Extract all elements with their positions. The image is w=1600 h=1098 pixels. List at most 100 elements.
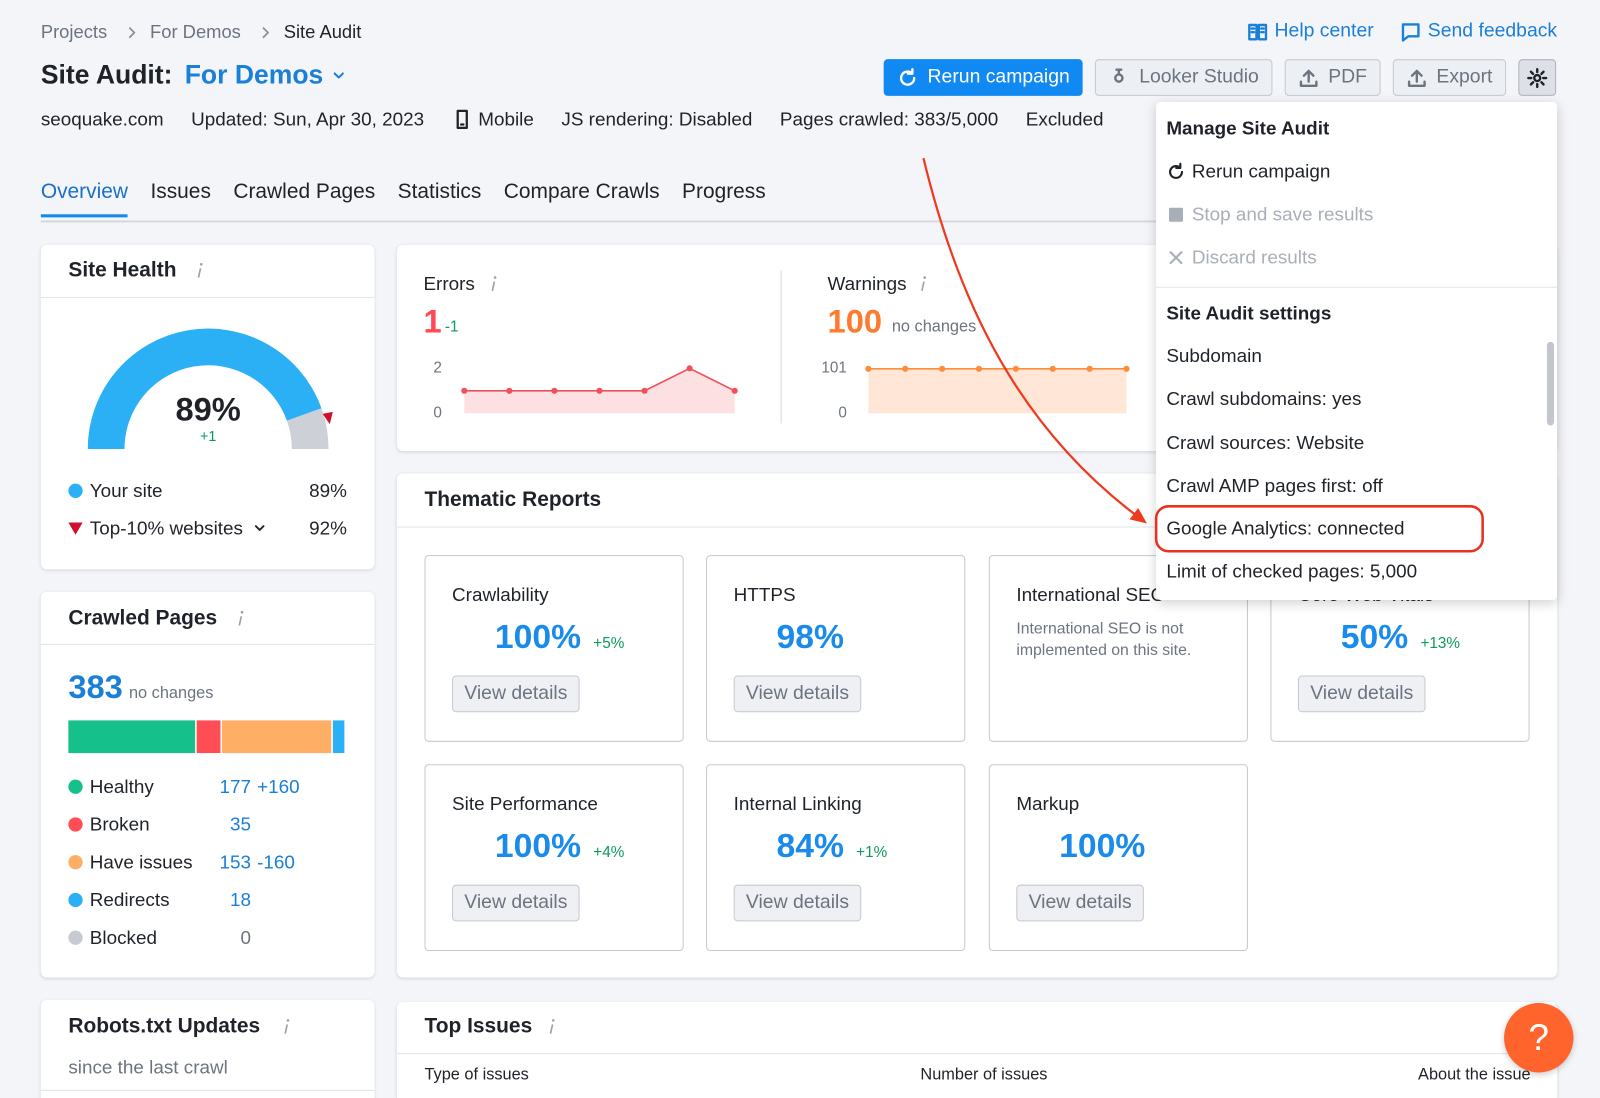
tab[interactable]: Overview (40, 180, 128, 218)
icon (899, 67, 916, 86)
breadcrumb-separator (262, 26, 269, 38)
dropdown-item[interactable]: Limit of checked pages: 5,000 (1166, 560, 1418, 583)
breadcrumb[interactable]: For Demos (150, 21, 241, 42)
header-link[interactable]: Send feedback (1400, 20, 1557, 42)
row-delta: +160 (257, 775, 300, 797)
card-title: Thematic Reports (424, 487, 602, 511)
report-value: 50% (1340, 617, 1409, 656)
tab[interactable]: Compare Crawls (503, 179, 660, 204)
toolbar: Rerun campaign Looker Studio PDF Export (883, 59, 1556, 96)
project-name: For Demos (184, 59, 324, 90)
meta-text: JS rendering: Disabled (561, 108, 753, 130)
icon-shape (1526, 67, 1547, 88)
meta-item: seoquake.com (41, 108, 164, 130)
toolbar-button[interactable]: Looker Studio (1095, 59, 1273, 96)
report-score: 50% +13% (1341, 617, 1460, 656)
dropdown-item[interactable]: Crawl subdomains: yes (1166, 388, 1362, 410)
total-pages: 383 no changes (68, 668, 213, 706)
view-details-button[interactable]: View details (733, 675, 862, 713)
dropdown-item: Stop and save results (1166, 203, 1373, 225)
view-details-button[interactable]: View details (452, 884, 580, 922)
settings-button[interactable] (1517, 59, 1556, 96)
view-details-button[interactable]: View details (733, 884, 862, 922)
toolbar-button[interactable]: PDF (1284, 59, 1381, 96)
metric-delta: no changes (891, 317, 977, 336)
tabs: Overview Issues Crawled Pages Statistics Com… (40, 179, 766, 218)
y-tick-label: 0 (433, 404, 442, 422)
chevron-shape (333, 71, 344, 79)
chevron (333, 71, 344, 79)
header-link[interactable]: Help center (1247, 20, 1374, 42)
breadcrumb[interactable]: Projects (40, 21, 108, 42)
top-issues-card (396, 1002, 1558, 1098)
row-label: Broken (89, 813, 150, 835)
report-title: HTTPS (733, 583, 796, 606)
dropdown-item[interactable]: Rerun campaign (1166, 160, 1330, 182)
report-score: 100% (1059, 827, 1145, 866)
y-tick-label: 2 (433, 359, 442, 377)
item-label: Discard results (1191, 245, 1317, 268)
project-selector[interactable]: For Demos (185, 59, 348, 91)
tab[interactable]: Issues (150, 179, 211, 204)
help-button[interactable]: ? (1504, 1003, 1574, 1073)
metric-title: Errors (423, 272, 475, 294)
meta-text: Pages crawled: 383/5,000 (779, 108, 999, 130)
dropdown-item[interactable]: Crawl AMP pages first: off (1166, 474, 1383, 496)
legend-label: Top-10% websites (90, 516, 269, 541)
icon-shape (1248, 23, 1268, 40)
toolbar-button[interactable]: Rerun campaign (883, 59, 1084, 96)
total-delta: no changes (128, 684, 214, 703)
item-icon-shape (1169, 250, 1183, 264)
dropdown-item[interactable]: Google Analytics: connected (1166, 517, 1405, 539)
tab[interactable]: Crawled Pages (233, 179, 376, 204)
view-details-button[interactable]: View details (1297, 675, 1426, 713)
icon-shape (1299, 69, 1318, 87)
icon (1526, 67, 1547, 88)
button-label: PDF (1328, 66, 1368, 88)
legend-label: Your site (89, 479, 163, 501)
icon (1114, 68, 1125, 83)
toolbar-button[interactable]: Export (1392, 59, 1506, 96)
report-title: Crawlability (452, 583, 549, 606)
tab[interactable]: Progress (682, 179, 766, 204)
breadcrumb-separator-shape (128, 26, 136, 38)
legend-value: 92% (309, 517, 347, 539)
row-value: 0 (240, 926, 252, 948)
item-label: Rerun campaign (1191, 160, 1331, 182)
metric-title: Warnings (827, 272, 907, 294)
icon-shape (1402, 22, 1420, 42)
tab[interactable]: Statistics (397, 179, 482, 204)
dropdown-divider (1156, 286, 1558, 288)
report-delta: +5% (593, 634, 625, 653)
icon-shape (456, 109, 468, 130)
column-header: Type of issues (424, 1065, 529, 1084)
y-tick-label: 0 (838, 404, 847, 422)
meta-item: Updated: Sun, Apr 30, 2023 (191, 108, 424, 130)
item-label: Stop and save results (1191, 203, 1374, 225)
page-title: Site Audit: For Demos (41, 59, 348, 91)
view-details-button[interactable]: View details (452, 675, 580, 713)
dropdown-item[interactable]: Subdomain (1166, 344, 1262, 367)
meta-text: seoquake.com (40, 108, 164, 130)
button-label: Rerun campaign (927, 66, 1070, 88)
title: Site Audit: (40, 59, 173, 90)
dropdown-item[interactable]: Crawl sources: Website (1166, 431, 1365, 453)
item-icon-shape (1169, 162, 1184, 179)
view-details-button[interactable]: View details (1016, 884, 1144, 922)
card-subtitle: since the last crawl (68, 1056, 228, 1078)
report-note: International SEO is not implemented on … (1016, 620, 1192, 660)
report-value: 100% (1059, 826, 1146, 865)
card-divider (396, 1053, 1558, 1055)
icon (456, 109, 468, 130)
report-title: International SEO (1016, 583, 1166, 606)
report-delta: +4% (593, 843, 625, 862)
dropdown-heading: Site Audit settings (1166, 302, 1332, 324)
report-score: 98% (777, 617, 844, 656)
dropdown-scrollbar (1546, 341, 1555, 426)
link-text: Send feedback (1427, 20, 1558, 42)
report-title: Site Performance (452, 792, 598, 815)
report-delta: +13% (1420, 634, 1461, 653)
crawled-pages-card (40, 591, 375, 978)
item-icon-shape (1169, 207, 1184, 222)
